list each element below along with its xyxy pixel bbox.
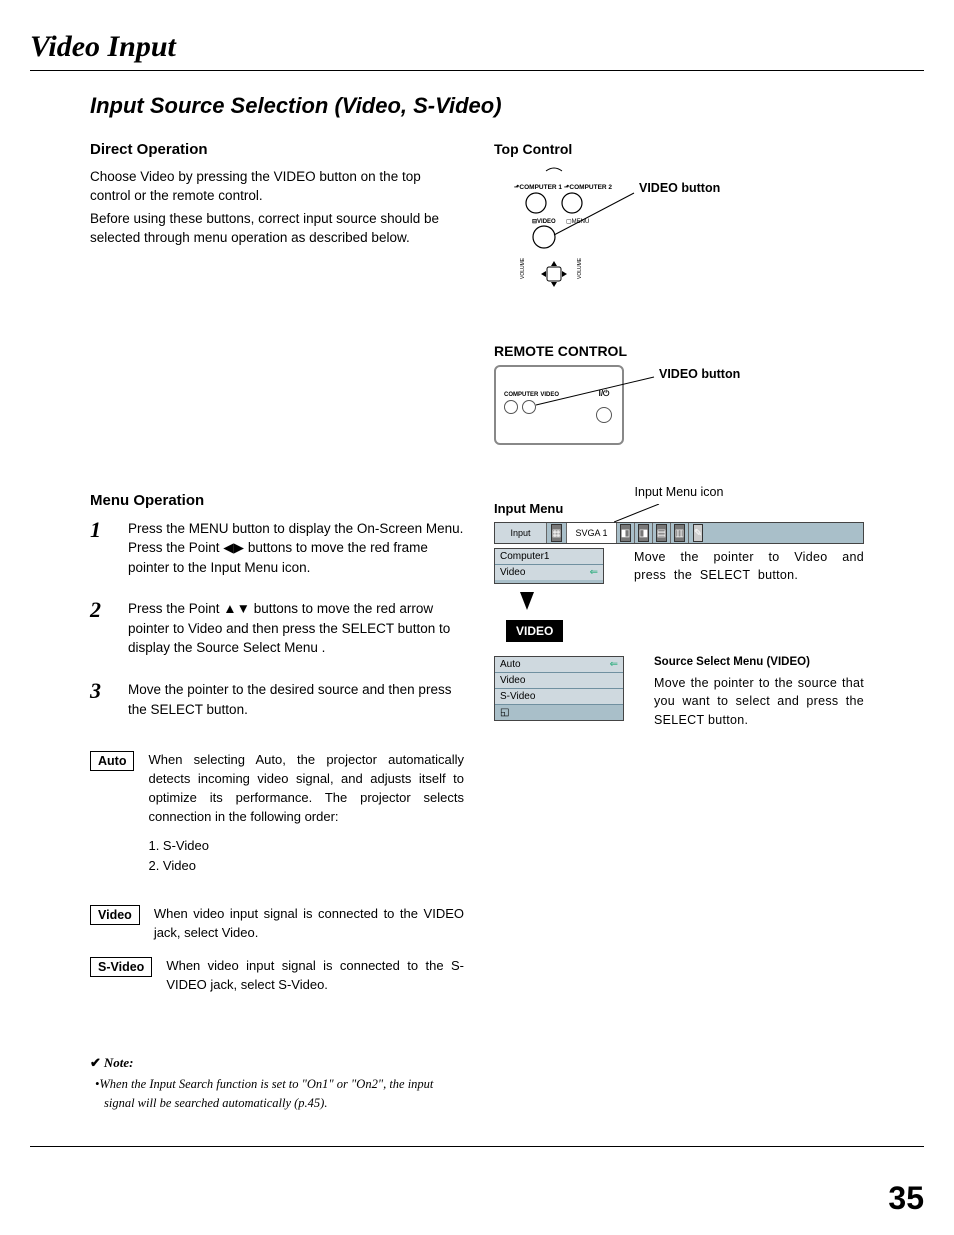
- option-video-text: When video input signal is connected to …: [154, 905, 464, 943]
- source-select-list: Auto⇐ Video S-Video ◱: [494, 656, 624, 721]
- step-3: 3 Move the pointer to the desired source…: [90, 680, 464, 719]
- direct-op-text-2: Before using these buttons, correct inpu…: [90, 210, 464, 248]
- option-svideo-label: S-Video: [90, 957, 152, 977]
- step-1-number: 1: [90, 519, 110, 578]
- direct-op-text-1: Choose Video by pressing the VIDEO butto…: [90, 168, 464, 206]
- step-3-text: Move the pointer to the desired source a…: [128, 680, 464, 719]
- remote-control-heading: REMOTE CONTROL: [494, 343, 864, 359]
- bottom-rule: [30, 1146, 924, 1147]
- option-auto-list-2: 2. Video: [148, 856, 464, 876]
- step-1-text: Press the MENU button to display the On-…: [128, 519, 464, 578]
- left-column: Direct Operation Choose Video by pressin…: [90, 141, 464, 1112]
- top-control-heading: Top Control: [494, 141, 864, 157]
- video-label: ⊟VIDEO: [532, 219, 556, 225]
- step-2-text: Press the Point ▲▼ buttons to move the r…: [128, 599, 464, 658]
- step-2-number: 2: [90, 599, 110, 658]
- option-video: Video When video input signal is connect…: [90, 905, 464, 943]
- option-video-label: Video: [90, 905, 140, 925]
- source-item-auto: Auto⇐: [495, 657, 623, 673]
- menu-item-video: Video⇐: [495, 565, 603, 580]
- input-menu-icon-label: Input Menu icon: [494, 485, 864, 499]
- option-svideo: S-Video When video input signal is conne…: [90, 957, 464, 995]
- two-column-layout: Direct Operation Choose Video by pressin…: [90, 141, 864, 1112]
- computer1-label: ⬏COMPUTER 1: [514, 184, 562, 191]
- source-item-video: Video: [495, 673, 623, 689]
- video-button-callout-1: VIDEO button: [639, 181, 720, 195]
- menu-bar-icon-1: ▦: [547, 523, 567, 543]
- right-column: Top Control ⬏COMPUTER 1 ⬏COMPUTER 2 ⊟VID…: [494, 141, 864, 1112]
- source-menu-desc: Move the pointer to the source that you …: [654, 674, 864, 728]
- menu-bar-icon-6: ✎: [689, 523, 707, 543]
- page-number: 35: [888, 1180, 924, 1217]
- input-menu-desc: Move the pointer to Video and press the …: [634, 548, 864, 584]
- source-item-back: ◱: [495, 705, 623, 720]
- note-body: •When the Input Search function is set t…: [90, 1075, 464, 1113]
- menu-bar-svga: SVGA 1: [567, 523, 617, 543]
- step-2: 2 Press the Point ▲▼ buttons to move the…: [90, 599, 464, 658]
- menu-bar-icon-3: ◨: [635, 523, 653, 543]
- option-auto: Auto When selecting Auto, the projector …: [90, 751, 464, 891]
- option-svideo-text: When video input signal is connected to …: [166, 957, 464, 995]
- menu-bar-icon-2: ◧: [617, 523, 635, 543]
- video-button-callout-2: VIDEO button: [659, 367, 740, 381]
- step-1: 1 Press the MENU button to display the O…: [90, 519, 464, 578]
- input-menu-list: Computer1 Video⇐: [494, 548, 604, 584]
- down-arrow-icon: [520, 592, 534, 610]
- page-title: Video Input: [30, 30, 924, 64]
- svg-text:VOLUME: VOLUME: [520, 257, 526, 279]
- remote-computer-button: [504, 400, 518, 414]
- note-block: Note: •When the Input Search function is…: [90, 1055, 464, 1113]
- section-title: Input Source Selection (Video, S-Video): [90, 93, 864, 119]
- menu-operation-heading: Menu Operation: [90, 492, 464, 509]
- video-badge: VIDEO: [506, 620, 563, 642]
- menu-bar-input-cell: Input: [495, 523, 547, 543]
- option-auto-list: 1. S-Video 2. Video: [148, 836, 464, 875]
- content-area: Input Source Selection (Video, S-Video) …: [30, 93, 924, 1112]
- menu-bar-icon-5: ▥: [671, 523, 689, 543]
- option-auto-label: Auto: [90, 751, 134, 771]
- source-menu-title: Source Select Menu (VIDEO): [654, 656, 864, 668]
- step-3-number: 3: [90, 680, 110, 719]
- menu-item-computer1: Computer1: [495, 549, 603, 565]
- menu-bar-icon-4: ▤: [653, 523, 671, 543]
- top-control-diagram: ⬏COMPUTER 1 ⬏COMPUTER 2 ⊟VIDEO ▢MENU VOL…: [494, 163, 864, 303]
- top-rule: [30, 70, 924, 71]
- option-auto-list-1: 1. S-Video: [148, 836, 464, 856]
- computer2-label: ⬏COMPUTER 2: [564, 184, 612, 191]
- direct-operation-heading: Direct Operation: [90, 141, 464, 158]
- menu-label-diagram: ▢MENU: [566, 219, 589, 225]
- option-auto-text: When selecting Auto, the projector autom…: [148, 751, 464, 826]
- source-item-svideo: S-Video: [495, 689, 623, 705]
- note-title: Note:: [90, 1055, 464, 1071]
- svg-text:VOLUME: VOLUME: [577, 257, 583, 279]
- remote-control-diagram: COMPUTER VIDEO I/⏻: [494, 365, 864, 455]
